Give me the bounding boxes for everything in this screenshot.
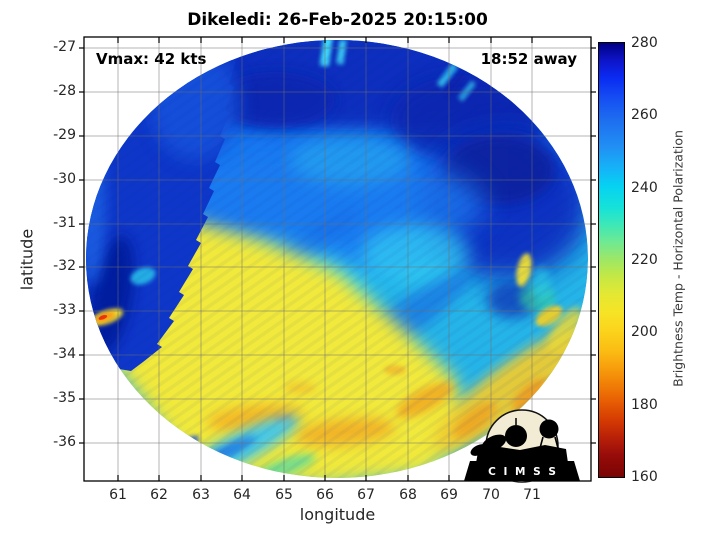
cimss-logo-text: C I M S S <box>488 466 558 478</box>
y-axis-label: latitude <box>17 228 37 291</box>
x-axis-label: longitude <box>299 505 376 524</box>
colorbar-tick-label: 200 <box>631 324 658 340</box>
y-tick-label: -32 <box>53 258 76 274</box>
x-tick-label: 62 <box>150 487 168 503</box>
cimss-logo: C I M S S <box>464 409 580 483</box>
colorbar-tick-label: 220 <box>631 252 658 268</box>
colorbar-label: Brightness Temp - Horizontal Polarizatio… <box>670 130 686 387</box>
axis-box <box>83 36 592 482</box>
y-tick-label: -28 <box>53 83 76 99</box>
gridlines <box>84 37 591 481</box>
y-tick-label: -35 <box>53 390 76 406</box>
plot-title: Dikeledi: 26-Feb-2025 20:15:00 <box>187 10 488 30</box>
axis-ticks <box>79 37 596 481</box>
x-tick-label: 66 <box>316 487 334 503</box>
y-tick-label: -30 <box>53 171 76 187</box>
colorbar-tick-label: 240 <box>631 180 658 196</box>
time-away-annotation: 18:52 away <box>480 50 577 68</box>
x-tick-label: 63 <box>192 487 210 503</box>
colorbar-gradient <box>598 42 625 478</box>
x-tick-label: 61 <box>109 487 127 503</box>
colorbar-tick-label: 260 <box>631 107 658 123</box>
y-tick-label: -29 <box>53 127 76 143</box>
x-tick-label: 71 <box>523 487 541 503</box>
x-tick-label: 64 <box>233 487 251 503</box>
vmax-annotation: Vmax: 42 kts <box>96 50 207 68</box>
x-tick-label: 69 <box>440 487 458 503</box>
colorbar-tick-label: 160 <box>631 469 658 485</box>
y-tick-label: -33 <box>53 302 76 318</box>
y-tick-label: -27 <box>53 39 76 55</box>
y-tick-label: -36 <box>53 434 76 450</box>
y-tick-label: -31 <box>53 215 76 231</box>
x-tick-label: 67 <box>357 487 375 503</box>
y-tick-label: -34 <box>53 346 76 362</box>
x-tick-label: 70 <box>482 487 500 503</box>
x-tick-label: 65 <box>275 487 293 503</box>
colorbar-tick-label: 180 <box>631 397 658 413</box>
x-tick-label: 68 <box>399 487 417 503</box>
colorbar-tick-label: 280 <box>631 35 658 51</box>
